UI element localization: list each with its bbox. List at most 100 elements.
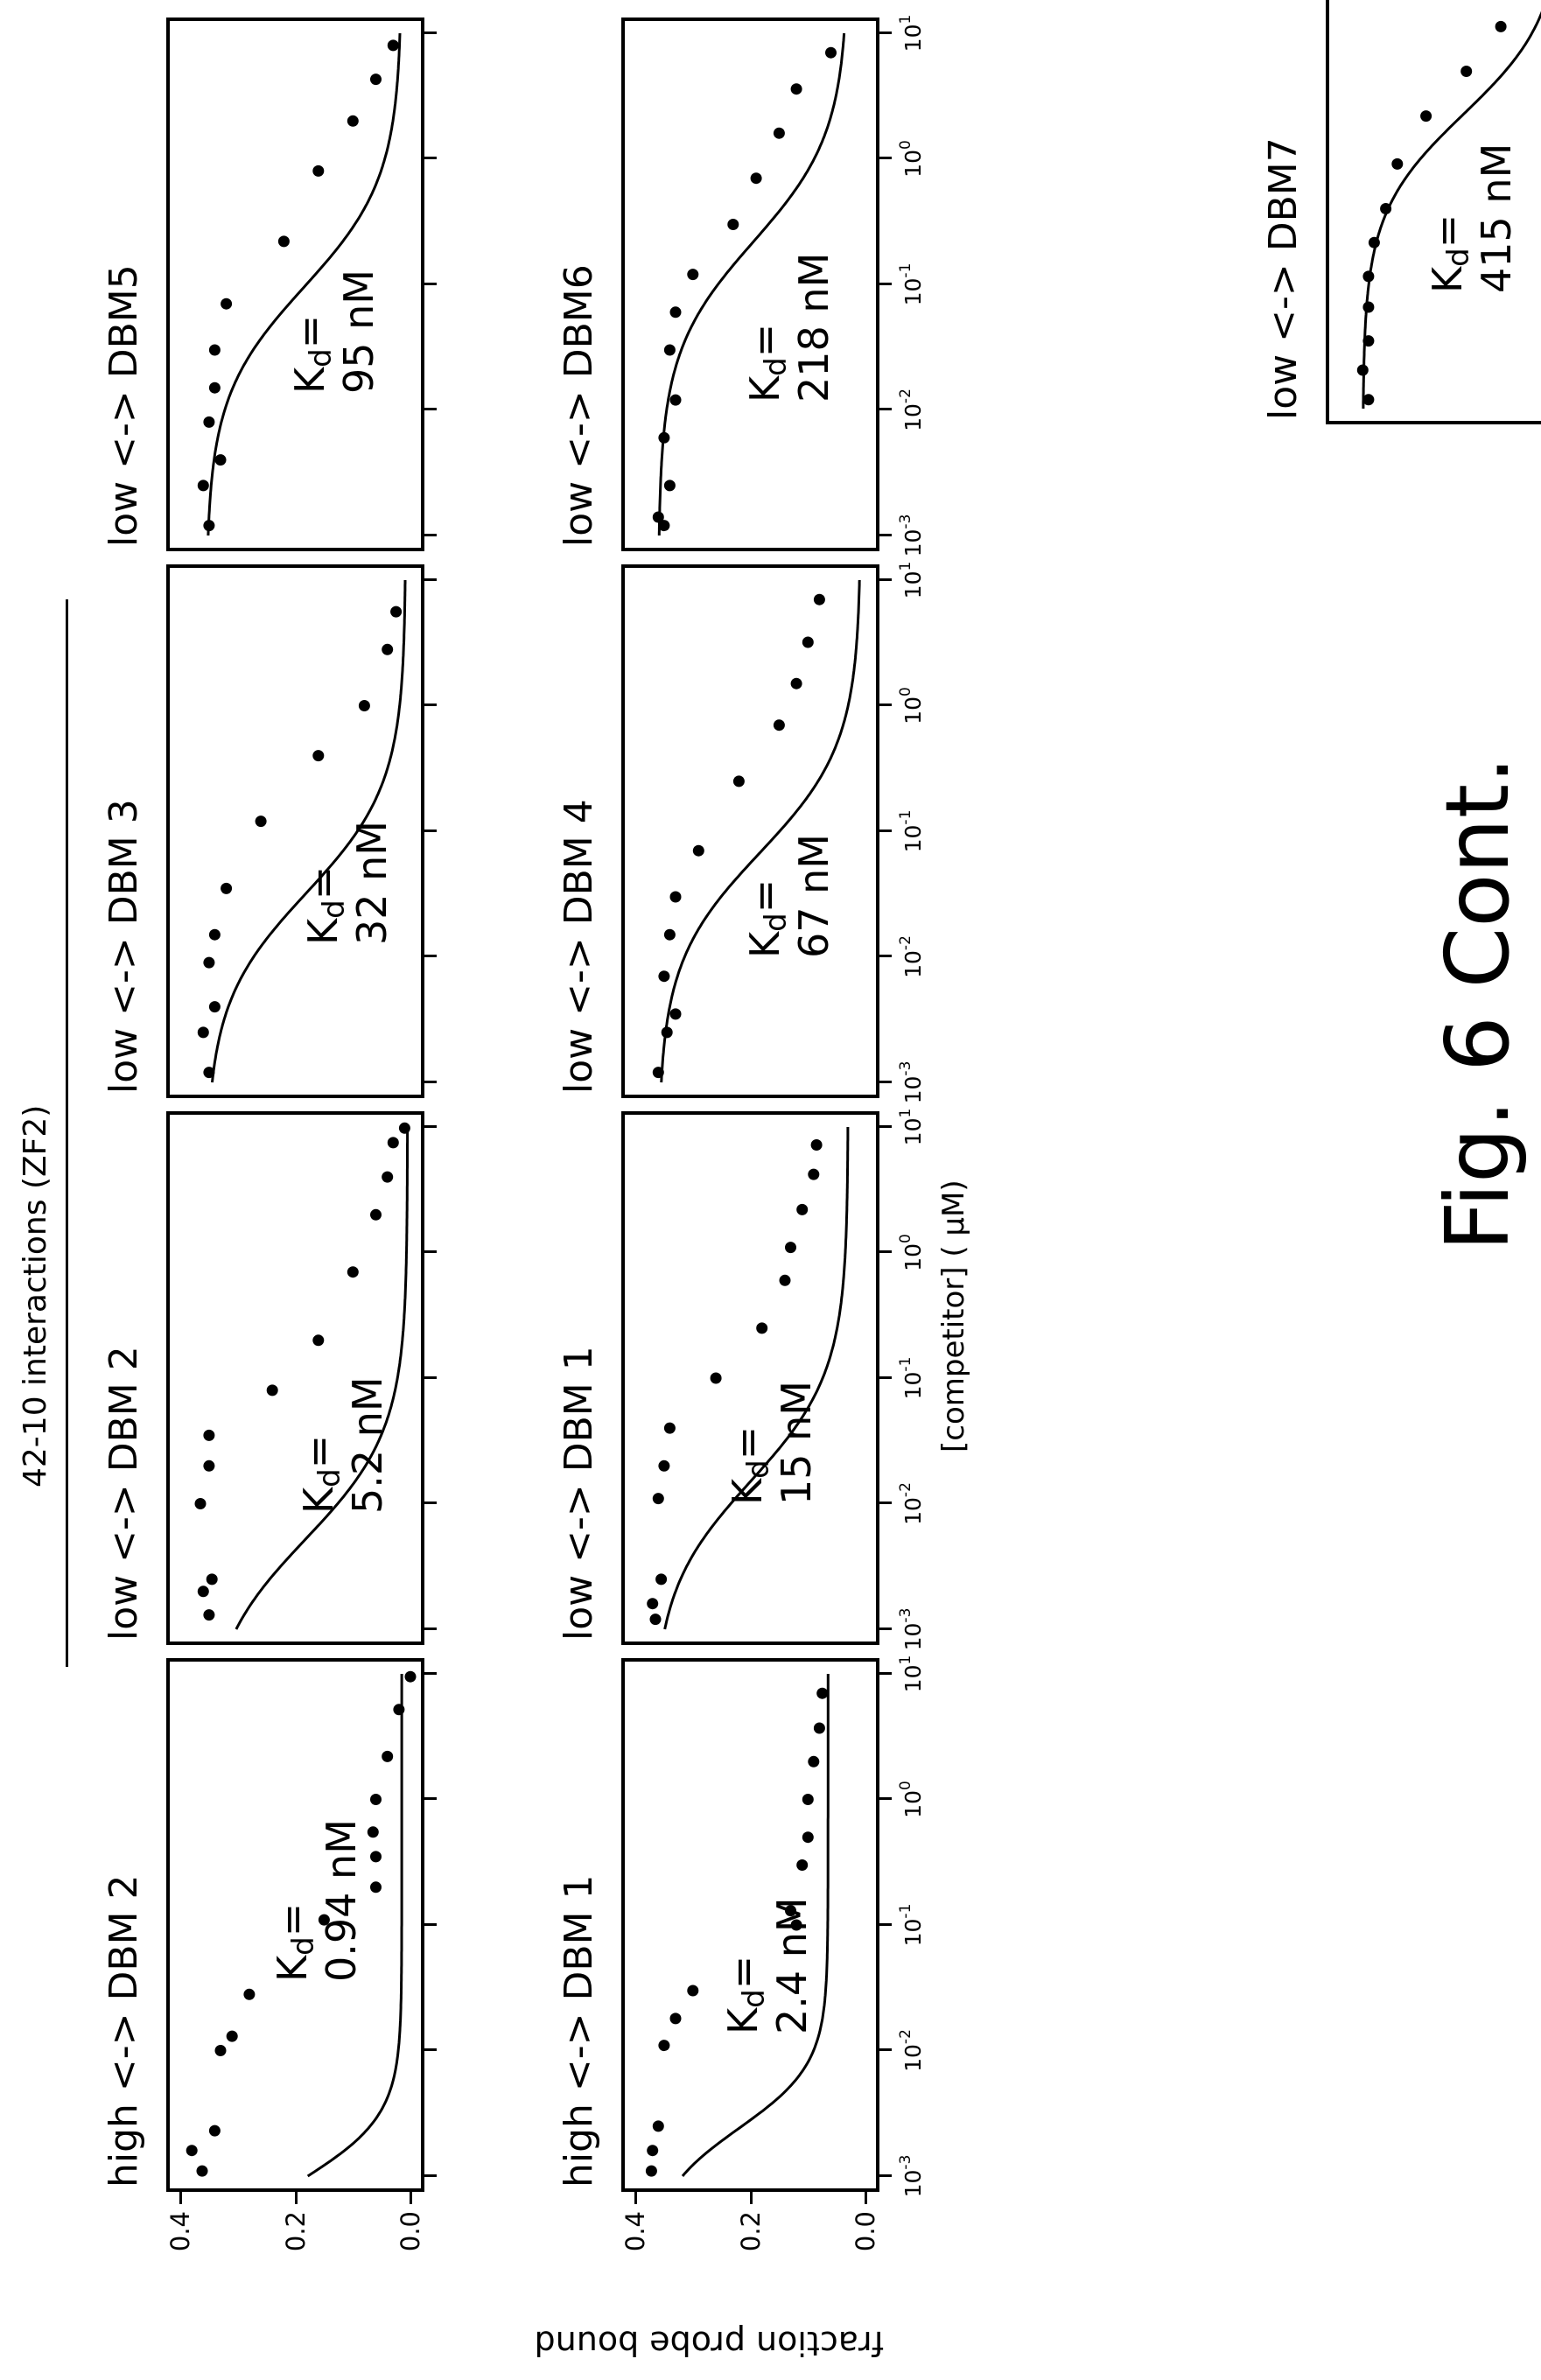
- data-point: [347, 115, 359, 127]
- x-tick-base: 10: [900, 570, 926, 599]
- data-point: [802, 1831, 814, 1844]
- kd-equals: =: [295, 1434, 342, 1469]
- x-tick-mark: [879, 2174, 892, 2177]
- plot-svg-high-dbm-1: [645, 1674, 830, 2177]
- data-point: [208, 2124, 221, 2137]
- kd-equals: =: [1424, 214, 1471, 248]
- fit-curve: [657, 32, 846, 536]
- data-point: [203, 520, 215, 532]
- plot-frame-low-dbm7: [1326, 0, 1541, 424]
- kd-subscript: d: [312, 1468, 347, 1488]
- panel-title-low-dbm-1: low <-> DBM 1: [557, 1346, 601, 1641]
- y-tick-mark: [179, 2192, 182, 2204]
- fit-curve: [207, 32, 402, 536]
- plot-frame-low-dbm6: [621, 18, 879, 551]
- data-point: [645, 2165, 657, 2177]
- data-point: [816, 1687, 829, 1699]
- y-tick-mark: [294, 2192, 298, 2204]
- data-point: [663, 1422, 676, 1434]
- y-tick-label: 0.4: [620, 2211, 650, 2252]
- kd-annotation: Kd= 95 nM: [286, 270, 382, 394]
- data-point: [655, 1573, 668, 1586]
- data-point: [1362, 394, 1375, 406]
- x-tick-mark: [424, 408, 437, 411]
- data-point: [370, 74, 382, 86]
- x-tick-label: 10-2: [897, 2029, 926, 2072]
- kd-subscript: d: [317, 900, 352, 919]
- kd-subscript: d: [286, 1936, 321, 1956]
- figure-caption: Fig. 6 Cont.: [1426, 756, 1529, 1251]
- kd-subscript: d: [759, 357, 794, 376]
- data-point: [773, 719, 785, 732]
- data-point: [750, 172, 762, 185]
- x-tick-exponent: 0: [897, 140, 914, 150]
- data-point: [813, 593, 825, 606]
- x-tick-exponent: -3: [897, 514, 914, 529]
- y-tick-mark: [749, 2192, 753, 2204]
- x-tick-mark: [879, 1376, 892, 1379]
- data-point: [1380, 203, 1392, 214]
- data-point: [203, 1429, 215, 1441]
- x-tick-mark: [879, 2048, 892, 2052]
- y-tick-mark: [634, 2192, 637, 2204]
- x-tick-exponent: -2: [897, 935, 914, 951]
- kd-value: 67 nM: [789, 834, 837, 958]
- data-point: [197, 480, 209, 492]
- fit-curve: [211, 580, 407, 1083]
- x-tick-mark: [879, 408, 892, 411]
- plot-svg-low-dbm-2: [194, 1122, 410, 1630]
- x-tick-exponent: 1: [897, 1655, 914, 1665]
- data-point: [1460, 66, 1473, 77]
- x-tick-base: 10: [900, 824, 926, 853]
- data-point: [382, 643, 394, 655]
- plot-svg-low-dbm-4: [652, 579, 861, 1083]
- data-point: [773, 127, 785, 139]
- x-tick-exponent: -3: [897, 1060, 914, 1076]
- x-tick-base: 10: [900, 1497, 926, 1525]
- data-point: [1362, 301, 1375, 313]
- x-tick-mark: [879, 534, 892, 536]
- fit-curve: [306, 1674, 403, 2178]
- kd-subscript: d: [759, 913, 794, 932]
- data-point: [194, 1498, 207, 1509]
- x-tick-exponent: -2: [897, 388, 914, 404]
- x-tick-mark: [879, 578, 892, 581]
- data-point: [382, 1171, 394, 1183]
- kd-annotation: Kd= 67 nM: [741, 834, 837, 958]
- x-tick-mark: [424, 1628, 437, 1630]
- group-title-rule: [66, 599, 68, 1667]
- data-point: [1362, 335, 1375, 347]
- data-point: [687, 1984, 699, 1997]
- data-point: [203, 956, 215, 969]
- data-point: [221, 882, 233, 894]
- data-point: [186, 2145, 198, 2157]
- x-tick-mark: [424, 283, 437, 285]
- kd-equals: =: [741, 323, 788, 358]
- x-tick-base: 10: [900, 1664, 926, 1693]
- x-tick-base: 10: [900, 277, 926, 306]
- x-tick-exponent: -2: [897, 1482, 914, 1498]
- plot-svg-high-dbm-2: [186, 1670, 417, 2178]
- data-point: [649, 1614, 662, 1626]
- x-tick-exponent: -3: [897, 2154, 914, 2170]
- kd-subscript: d: [737, 1989, 772, 2008]
- x-tick-label: 10-1: [897, 1357, 926, 1400]
- x-tick-label: 10-3: [897, 1608, 926, 1651]
- kd-annotation: Kd= 2.4 nM: [719, 1897, 816, 2034]
- kd-annotation: Kd= 15 nM: [724, 1381, 820, 1505]
- x-tick-label: 101: [897, 562, 926, 599]
- x-tick-label: 101: [897, 1655, 926, 1693]
- x-tick-mark: [424, 578, 437, 581]
- x-tick-base: 10: [900, 1790, 926, 1818]
- x-tick-mark: [424, 1923, 437, 1926]
- data-point: [208, 928, 221, 941]
- panel-title-low-dbm-2: low <-> DBM 2: [102, 1346, 146, 1641]
- data-point: [347, 1266, 359, 1278]
- data-point: [1495, 20, 1507, 32]
- data-point: [658, 1460, 670, 1472]
- data-point: [808, 1168, 820, 1180]
- data-point: [203, 1609, 215, 1621]
- data-point: [393, 1704, 405, 1716]
